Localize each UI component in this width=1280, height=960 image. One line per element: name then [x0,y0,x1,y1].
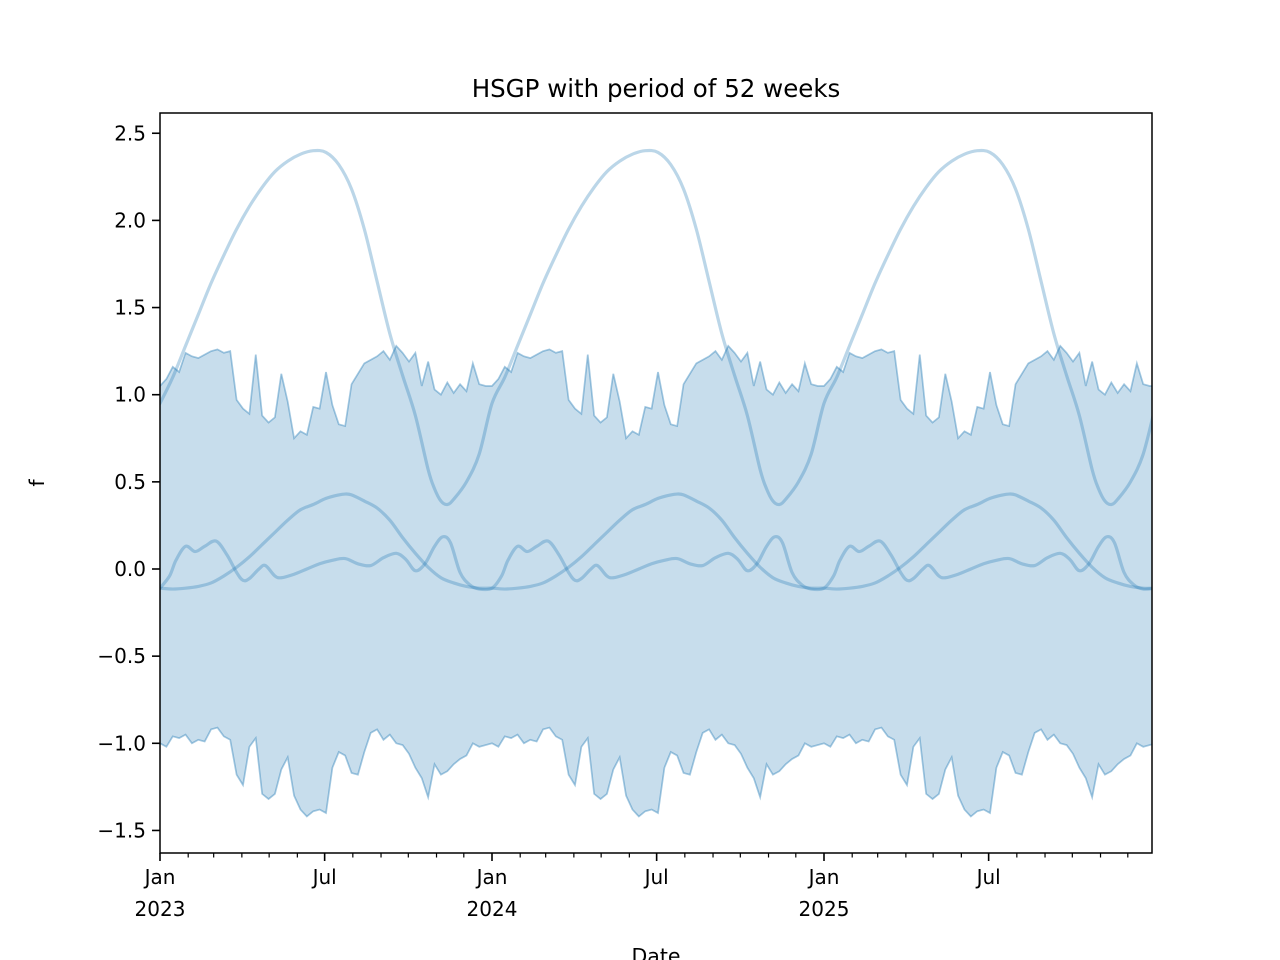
x-tick-label: Jul [643,865,669,889]
uncertainty-band-upper-edge [160,344,1152,441]
x-tick-label: Jul [975,865,1001,889]
x-tick-year-label: 2025 [799,897,850,921]
chart-title: HSGP with period of 52 weeks [472,74,841,103]
sample-wiggly [160,535,1152,592]
y-tick-label: 0.5 [114,470,146,494]
uncertainty-band [160,345,1152,817]
data-layer [160,148,1152,818]
y-tick-label: −0.5 [97,644,146,668]
y-tick-label: 2.0 [114,208,146,232]
x-tick-year-label: 2023 [135,897,186,921]
y-tick-label: 1.0 [114,383,146,407]
sample-lines [160,148,1152,592]
y-tick-label: 1.5 [114,296,146,320]
y-axis-label: f [25,479,49,487]
x-tick-year-label: 2024 [467,897,518,921]
y-tick-label: −1.0 [97,731,146,755]
x-tick-label: Jul [311,865,337,889]
x-axis-label: Date [632,944,681,960]
x-tick-label: Jan [143,865,176,889]
x-tick-label: Jan [807,865,840,889]
x-axis-ticks: Jan 2023 Jul Jan 2024 Jul Jan 2025 Jul [135,853,1129,921]
y-axis-ticks: 2.5 2.0 1.5 1.0 0.5 0.0 −0.5 −1.0 −1.5 [97,121,160,842]
x-tick-label: Jan [475,865,508,889]
sample-large-amplitude [160,148,1152,507]
sample-medium [160,492,1152,591]
plot-area [160,113,1152,853]
uncertainty-band-lower-edge [160,726,1152,818]
y-tick-label: −1.5 [97,818,146,842]
y-tick-label: 0.0 [114,557,146,581]
y-tick-label: 2.5 [114,121,146,145]
